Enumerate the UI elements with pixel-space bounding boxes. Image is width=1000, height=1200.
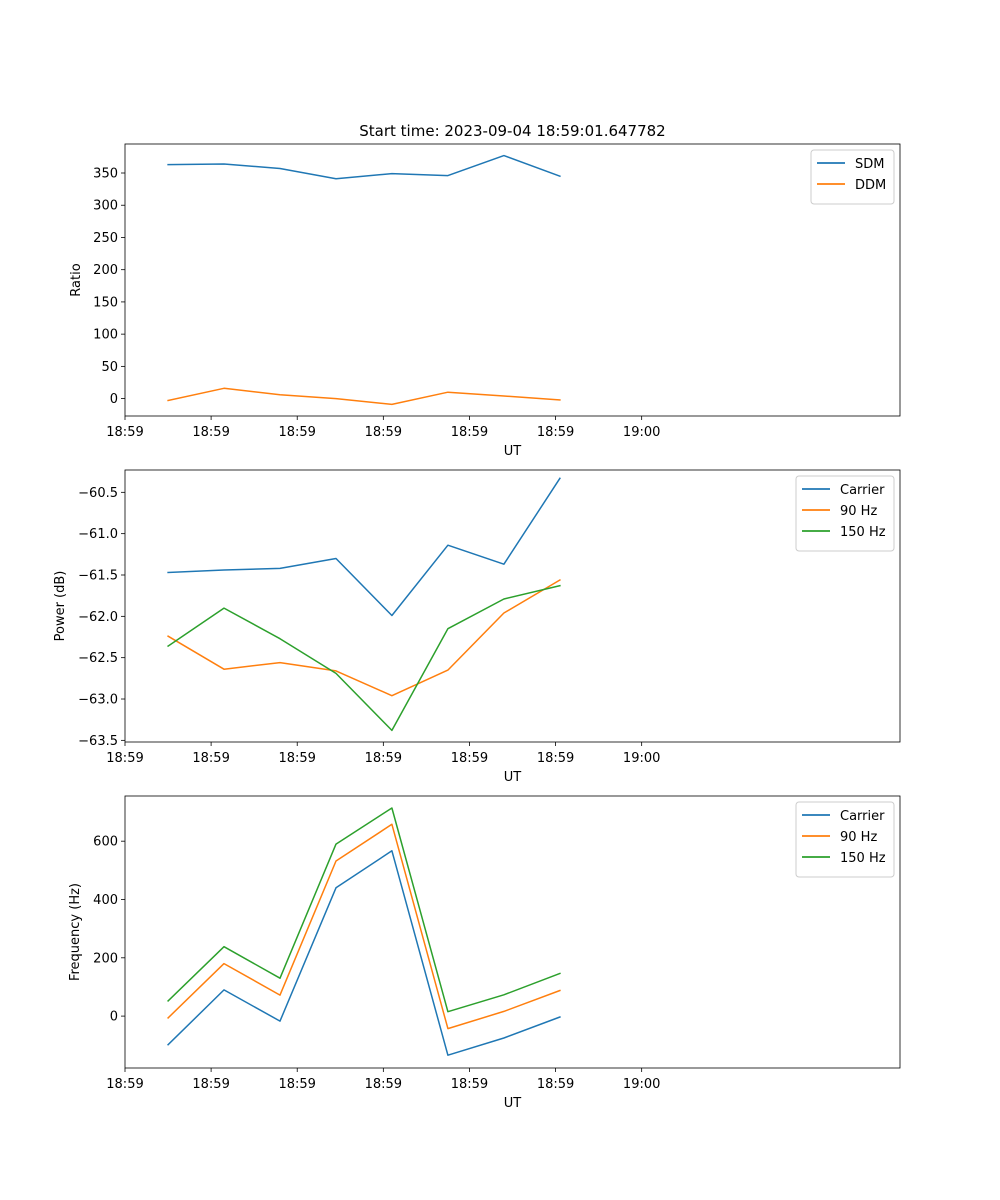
y-tick-label: 200 xyxy=(93,263,118,278)
x-tick-label: 18:59 xyxy=(365,425,402,440)
x-tick-label: 18:59 xyxy=(278,1077,315,1092)
x-tick-label: 18:59 xyxy=(192,751,229,766)
y-tick-label: −62.0 xyxy=(78,610,118,625)
y-tick-label: 250 xyxy=(93,231,118,246)
axes-frame xyxy=(124,469,901,743)
chart-title: Start time: 2023-09-04 18:59:01.647782 xyxy=(359,122,665,140)
y-tick-label: 0 xyxy=(110,392,118,407)
axes-frame xyxy=(124,143,901,417)
y-tick-label: −63.0 xyxy=(78,693,118,708)
legend-box xyxy=(795,801,895,878)
y-tick-label: 50 xyxy=(101,360,118,375)
series-line-sdm xyxy=(167,154,561,180)
series-line-150-hz xyxy=(167,807,561,1013)
y-tick-label: −61.5 xyxy=(78,568,118,583)
series-line-ddm xyxy=(167,387,561,406)
y-tick-label: 300 xyxy=(93,199,118,214)
y-tick-label: 150 xyxy=(93,295,118,310)
y-tick-label: 100 xyxy=(93,328,118,343)
legend-label: Carrier xyxy=(840,809,885,824)
x-tick-label: 18:59 xyxy=(278,425,315,440)
x-tick-label: 18:59 xyxy=(192,425,229,440)
x-axis-label: UT xyxy=(504,1096,522,1111)
series-line-150-hz xyxy=(167,584,561,732)
x-tick-label: 19:00 xyxy=(623,425,660,440)
y-tick-label: −61.0 xyxy=(78,527,118,542)
x-axis-label: UT xyxy=(504,444,522,459)
y-axis-label: Ratio xyxy=(69,263,84,296)
x-tick-label: 19:00 xyxy=(623,1077,660,1092)
legend-label: 90 Hz xyxy=(840,504,877,519)
legend-label: DDM xyxy=(855,178,886,193)
y-tick-label: 350 xyxy=(93,167,118,182)
chart-panel-2: 18:59 18:59 18:59 18:59 18:59 18:59 19:00 −63.5… xyxy=(53,469,901,785)
series-line-carrier xyxy=(167,850,561,1056)
y-tick-label: −63.5 xyxy=(78,734,118,749)
x-tick-label: 18:59 xyxy=(106,1077,143,1092)
x-tick-label: 18:59 xyxy=(106,425,143,440)
x-tick-label: 19:00 xyxy=(623,751,660,766)
legend-box xyxy=(795,475,895,552)
y-tick-label: 600 xyxy=(93,835,118,850)
x-tick-label: 18:59 xyxy=(278,751,315,766)
y-tick-label: 200 xyxy=(93,951,118,966)
legend-label: 90 Hz xyxy=(840,830,877,845)
axes-frame xyxy=(124,795,901,1069)
x-tick-label: 18:59 xyxy=(365,1077,402,1092)
x-tick-label: 18:59 xyxy=(451,1077,488,1092)
legend-label: 150 Hz xyxy=(840,525,886,540)
y-tick-label: 400 xyxy=(93,893,118,908)
x-tick-label: 18:59 xyxy=(192,1077,229,1092)
chart-panel-1: 18:59 18:59 18:59 18:59 18:59 18:59 19:00 0 50 10… xyxy=(69,122,901,459)
x-tick-label: 18:59 xyxy=(365,751,402,766)
legend-label: SDM xyxy=(855,157,884,172)
legend-label: 150 Hz xyxy=(840,851,886,866)
series-line-90-hz xyxy=(167,578,561,697)
y-tick-label: 0 xyxy=(110,1010,118,1025)
x-tick-label: 18:59 xyxy=(537,425,574,440)
legend-label: Carrier xyxy=(840,483,885,498)
y-tick-label: −60.5 xyxy=(78,486,118,501)
series-line-carrier xyxy=(167,477,561,617)
y-axis-label: Power (dB) xyxy=(53,571,68,642)
legend: SDM DDM xyxy=(810,149,895,205)
x-tick-label: 18:59 xyxy=(537,1077,574,1092)
y-axis-label: Frequency (Hz) xyxy=(68,883,83,981)
x-axis-label: UT xyxy=(504,770,522,785)
y-tick-label: −62.5 xyxy=(78,651,118,666)
x-tick-label: 18:59 xyxy=(451,425,488,440)
legend: Carrier 90 Hz 150 Hz xyxy=(795,475,895,552)
x-tick-label: 18:59 xyxy=(106,751,143,766)
x-tick-label: 18:59 xyxy=(451,751,488,766)
series-line-90-hz xyxy=(167,823,561,1030)
x-tick-label: 18:59 xyxy=(537,751,574,766)
legend: Carrier 90 Hz 150 Hz xyxy=(795,801,895,878)
chart-panel-3: 18:59 18:59 18:59 18:59 18:59 18:59 19:00 0 200 4… xyxy=(68,795,901,1111)
